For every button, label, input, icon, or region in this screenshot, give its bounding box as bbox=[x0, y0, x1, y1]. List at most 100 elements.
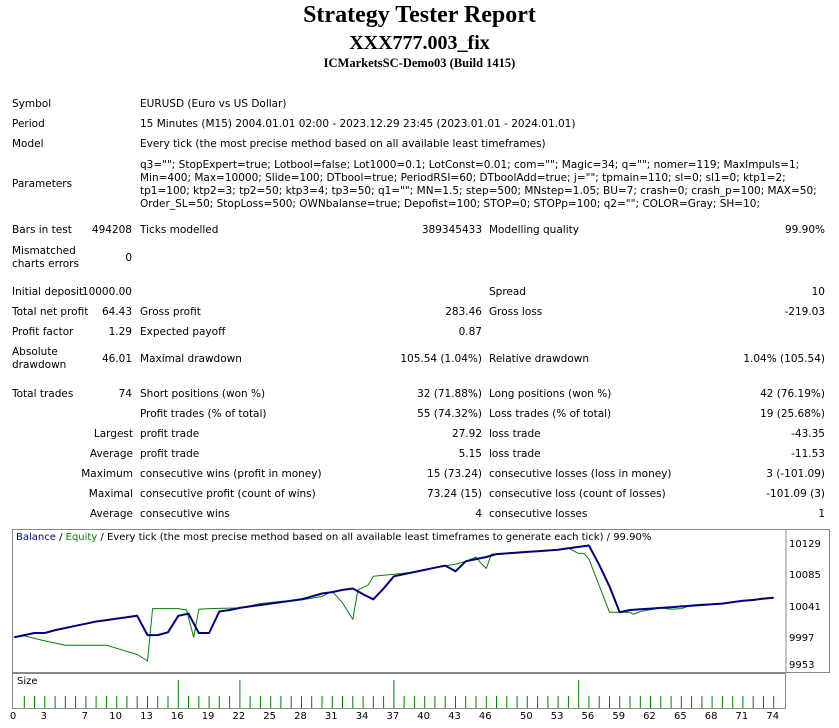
x-tick-label: 37 bbox=[386, 711, 400, 722]
y-tick-label: 10129 bbox=[789, 538, 821, 550]
average-profit-trade-label: profit trade bbox=[140, 448, 200, 460]
y-tick-label: 10085 bbox=[789, 570, 821, 582]
x-tick-label: 40 bbox=[417, 711, 431, 722]
expected-payoff-value: 0.87 bbox=[458, 326, 482, 338]
chart-legend: Balance / Equity / Every tick (the most … bbox=[16, 532, 651, 543]
volume-plot bbox=[23, 680, 775, 708]
x-tick-label: 13 bbox=[140, 711, 153, 722]
x-tick-label: 22 bbox=[232, 711, 246, 722]
loss-trades-label: Loss trades (% of total) bbox=[489, 408, 612, 420]
x-tick-label: 16 bbox=[170, 711, 184, 722]
quality-label: Modelling quality bbox=[489, 224, 579, 236]
relative-drawdown-label: Relative drawdown bbox=[489, 353, 590, 365]
average-loss-trade-label: loss trade bbox=[489, 448, 541, 460]
x-tick-label: 10 bbox=[109, 711, 123, 722]
average-consecutive-losses-value: 1 bbox=[818, 508, 825, 520]
short-positions-value: 32 (71.88%) bbox=[417, 388, 482, 400]
volume-chart: Size bbox=[12, 673, 786, 709]
average-consecutive-losses-label: consecutive losses bbox=[489, 508, 588, 520]
x-tick-label: 3 bbox=[40, 711, 47, 722]
profit-trades-label: Profit trades (% of total) bbox=[140, 408, 267, 420]
average-profit-trade-value: 5.15 bbox=[458, 448, 482, 460]
net-profit-label: Total net profit bbox=[12, 306, 89, 318]
x-tick-label: 25 bbox=[263, 711, 277, 722]
maximum-label: Maximum bbox=[81, 468, 133, 480]
spread-label: Spread bbox=[489, 286, 526, 298]
largest-loss-trade-label: loss trade bbox=[489, 428, 541, 440]
legend-balance: Balance bbox=[16, 532, 56, 543]
ticks-label: Ticks modelled bbox=[140, 224, 219, 236]
x-tick-label: 68 bbox=[704, 711, 718, 722]
average-consecutive-wins-label: consecutive wins bbox=[140, 508, 230, 520]
parameters-label: Parameters bbox=[12, 178, 73, 190]
x-tick-label: 65 bbox=[673, 711, 687, 722]
y-tick-label: 9997 bbox=[789, 633, 815, 645]
balance-chart: Balance / Equity / Every tick (the most … bbox=[12, 529, 830, 673]
x-tick-label: 46 bbox=[478, 711, 492, 722]
y-tick-label: 10041 bbox=[789, 601, 821, 613]
period-label: Period bbox=[12, 118, 45, 130]
symbol-value: EURUSD (Euro vs US Dollar) bbox=[140, 98, 287, 110]
maximal-consecutive-profit-value: 73.24 (15) bbox=[427, 488, 482, 500]
absolute-drawdown-value: 46.01 bbox=[101, 353, 132, 365]
max-consecutive-losses-value: 3 (-101.09) bbox=[766, 468, 825, 480]
total-trades-label: Total trades bbox=[12, 388, 74, 400]
loss-trades-value: 19 (25.68%) bbox=[760, 408, 825, 420]
gross-loss-label: Gross loss bbox=[489, 306, 543, 318]
x-tick-label: 34 bbox=[355, 711, 369, 722]
expected-payoff-label: Expected payoff bbox=[140, 326, 226, 338]
max-consecutive-wins-value: 15 (73.24) bbox=[427, 468, 482, 480]
long-positions-label: Long positions (won %) bbox=[489, 388, 612, 400]
average-label: Average bbox=[89, 448, 133, 460]
absolute-drawdown-label: Absolute bbox=[12, 346, 58, 358]
net-profit-value: 64.43 bbox=[101, 306, 132, 318]
bars-value: 494208 bbox=[91, 224, 132, 236]
balance-equity-plot bbox=[13, 530, 787, 672]
report-title: Strategy Tester Report bbox=[303, 2, 536, 28]
x-tick-label: 19 bbox=[201, 711, 215, 722]
average-consecutive-wins-value: 4 bbox=[475, 508, 482, 520]
largest-profit-trade-value: 27.92 bbox=[451, 428, 482, 440]
relative-drawdown-value: 1.04% (105.54) bbox=[743, 353, 825, 365]
maximal-drawdown-label: Maximal drawdown bbox=[140, 353, 242, 365]
short-positions-label: Short positions (won %) bbox=[140, 388, 266, 400]
expert-name: XXX777.003_fix bbox=[349, 32, 490, 54]
equity-line bbox=[13, 547, 774, 662]
gross-loss-value: -219.03 bbox=[784, 306, 825, 318]
y-tick-label: 9953 bbox=[789, 660, 815, 671]
deposit-value: 10000.00 bbox=[81, 286, 132, 298]
x-tick-label: 43 bbox=[448, 711, 461, 722]
gross-profit-label: Gross profit bbox=[140, 306, 201, 318]
x-tick-label: 7 bbox=[81, 711, 89, 722]
model-label: Model bbox=[12, 138, 44, 150]
gross-profit-value: 283.46 bbox=[445, 306, 482, 318]
x-tick-label: 31 bbox=[324, 711, 338, 722]
x-tick-label: 56 bbox=[581, 711, 595, 722]
x-tick-label: 50 bbox=[519, 711, 533, 722]
maximal-consecutive-loss-value: -101.09 (3) bbox=[766, 488, 825, 500]
legend-equity: Equity bbox=[65, 532, 98, 543]
total-trades-value: 74 bbox=[118, 388, 132, 400]
parameters-value: q3=""; StopExpert=true; Lotbool=false; L… bbox=[140, 159, 817, 210]
x-tick-label: 59 bbox=[612, 711, 626, 722]
average-loss-trade-value: -11.53 bbox=[791, 448, 825, 460]
model-value: Every tick (the most precise method base… bbox=[140, 138, 546, 150]
maximal-consecutive-profit-label: consecutive profit (count of wins) bbox=[140, 488, 316, 500]
profit-factor-value: 1.29 bbox=[108, 326, 132, 338]
legend-separator: / bbox=[55, 532, 66, 543]
max-consecutive-losses-label: consecutive losses (loss in money) bbox=[489, 468, 672, 480]
maximal-consecutive-loss-label: consecutive loss (count of losses) bbox=[489, 488, 666, 500]
quality-value: 99.90% bbox=[784, 224, 825, 236]
mismatched-value: 0 bbox=[125, 252, 132, 264]
profit-trades-value: 55 (74.32%) bbox=[417, 408, 482, 420]
legend-description: / Every tick (the most precise method ba… bbox=[97, 532, 652, 543]
size-label: Size bbox=[17, 676, 38, 687]
profit-factor-label: Profit factor bbox=[12, 326, 74, 338]
average-consecutive-label: Average bbox=[89, 508, 133, 520]
x-tick-label: 28 bbox=[294, 711, 307, 722]
x-tick-label: 53 bbox=[550, 711, 564, 722]
ticks-value: 389345433 bbox=[421, 224, 482, 236]
maximal-label: Maximal bbox=[88, 488, 133, 500]
mismatched-label: Mismatched bbox=[12, 245, 76, 257]
spread-value: 10 bbox=[811, 286, 825, 298]
